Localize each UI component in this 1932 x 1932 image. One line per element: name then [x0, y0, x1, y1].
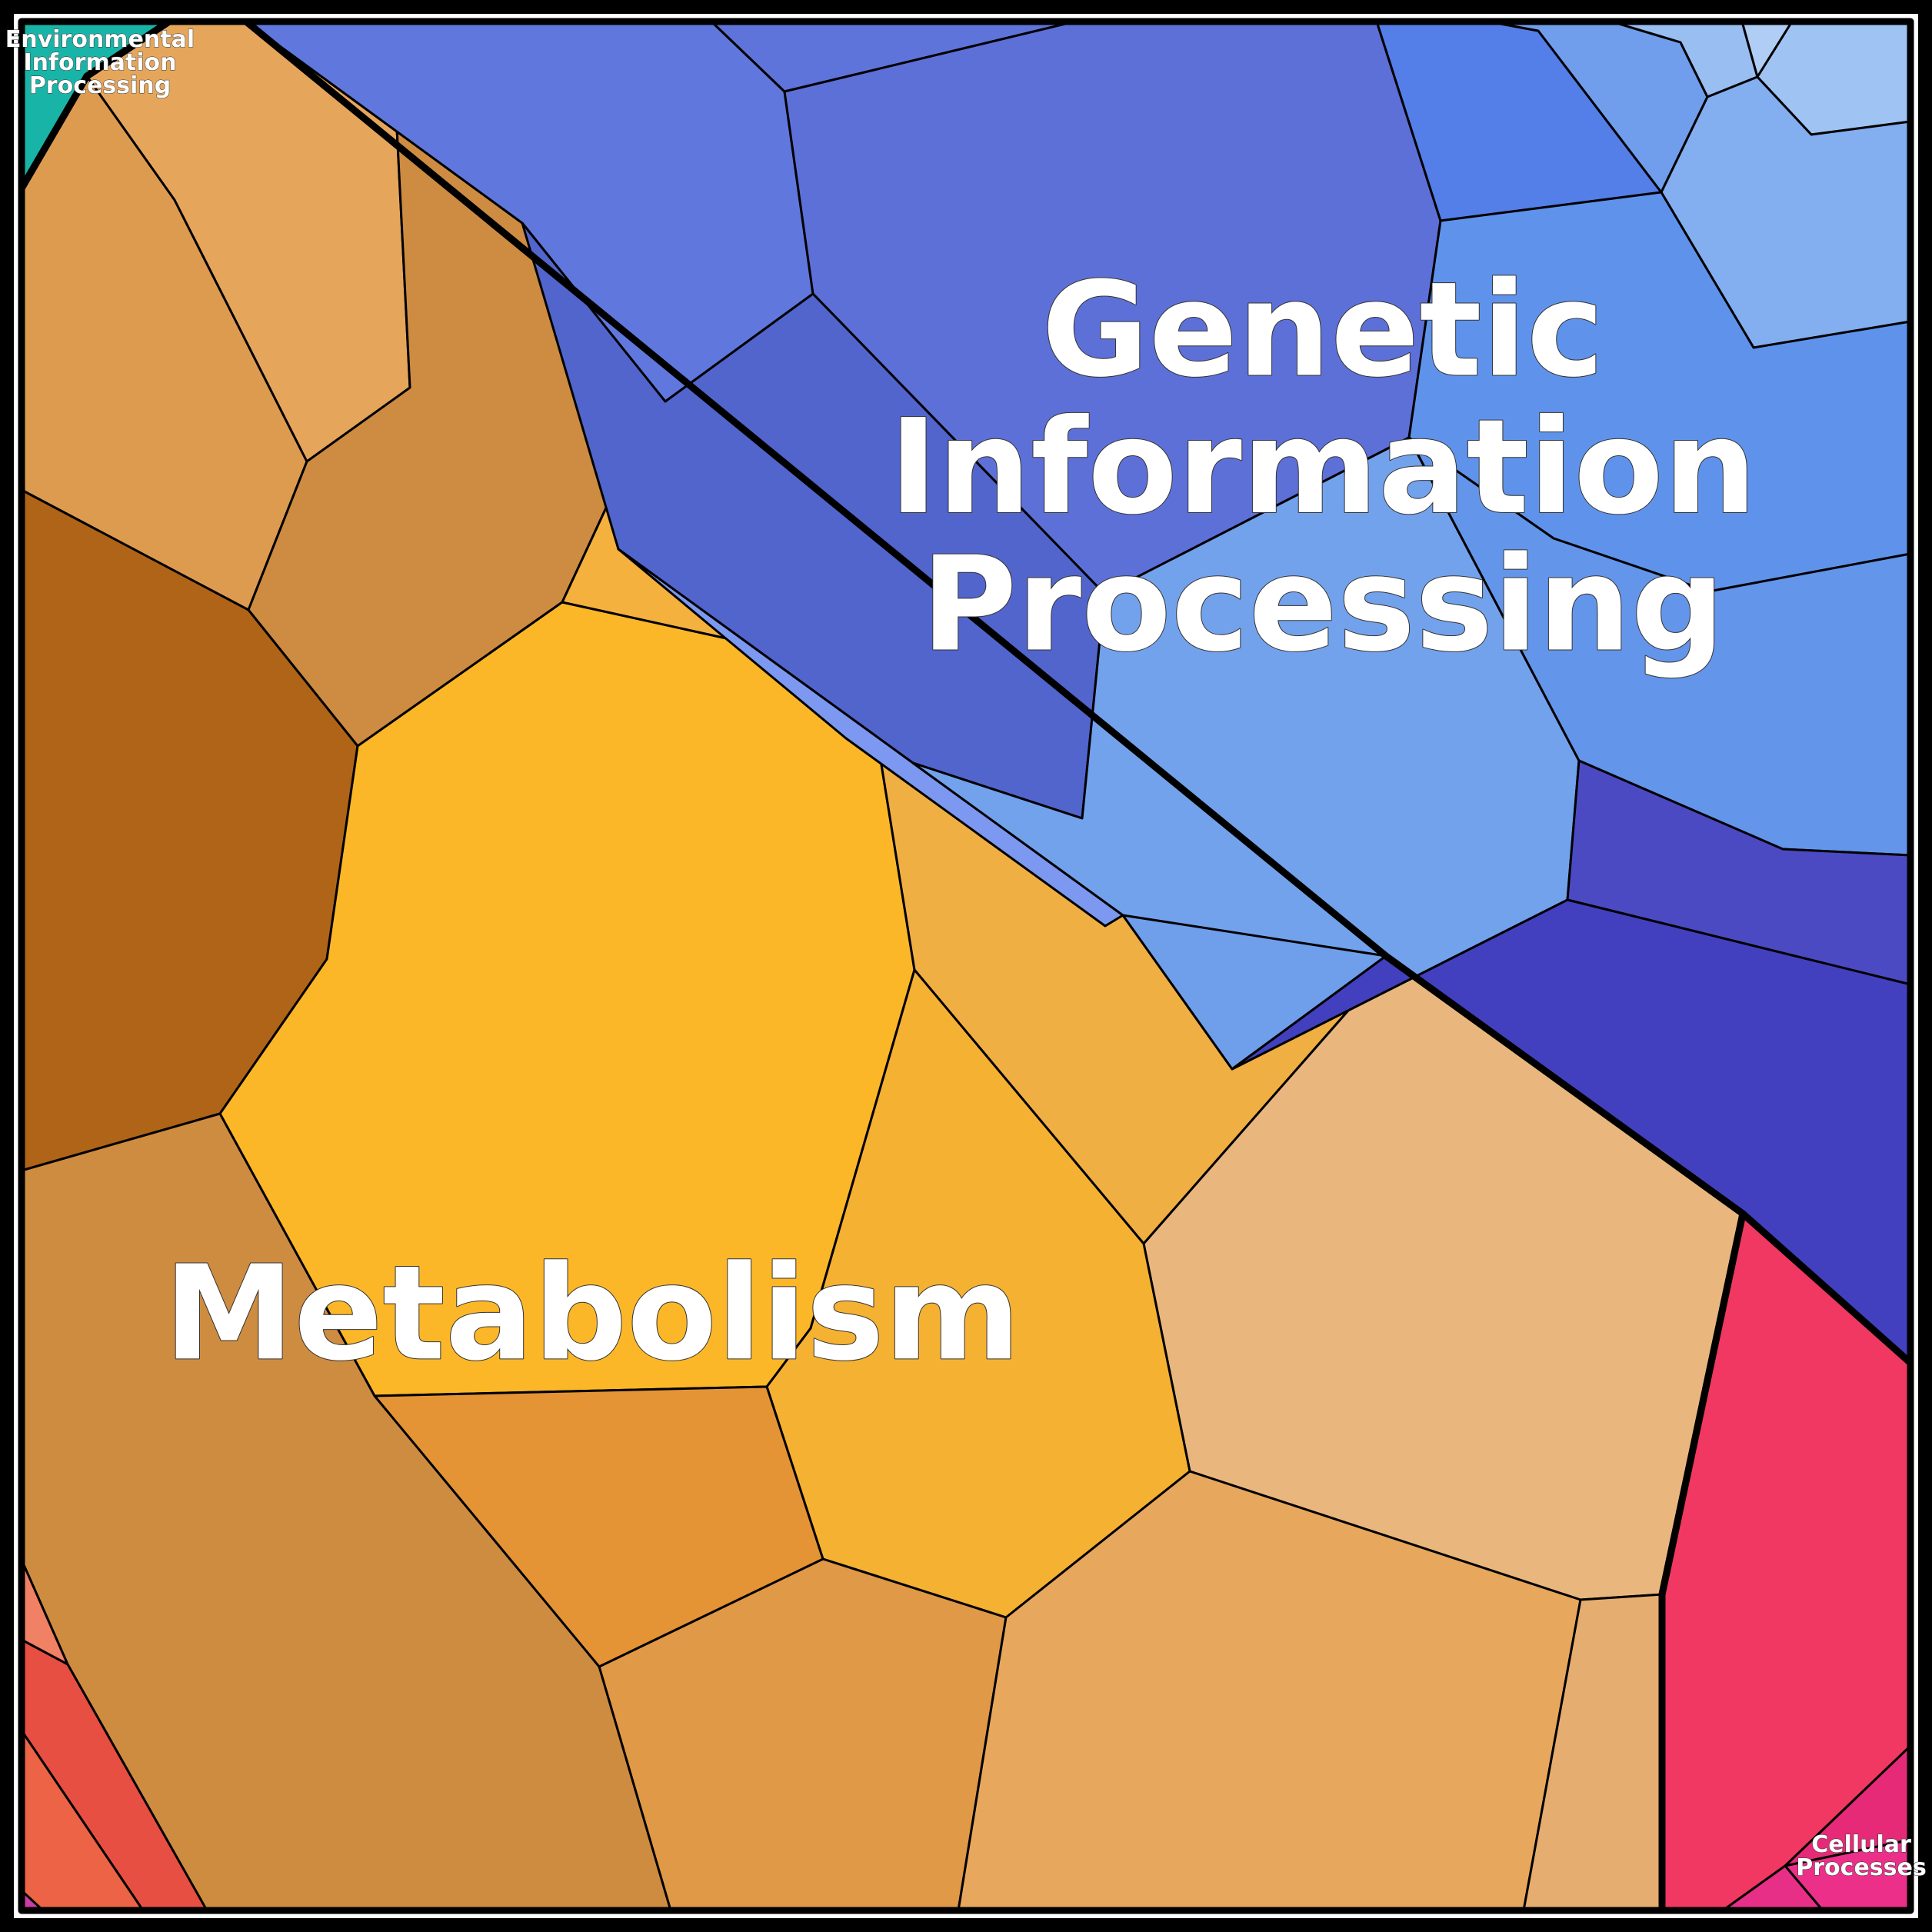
- cellular-label: CellularProcesses: [1796, 1831, 1926, 1881]
- environmental-label: EnvironmentalInformationProcessing: [5, 26, 195, 99]
- metabolism-label: Metabolism: [164, 1237, 1021, 1390]
- voronoi-treemap: GeneticInformationProcessingMetabolismEn…: [0, 0, 1932, 1932]
